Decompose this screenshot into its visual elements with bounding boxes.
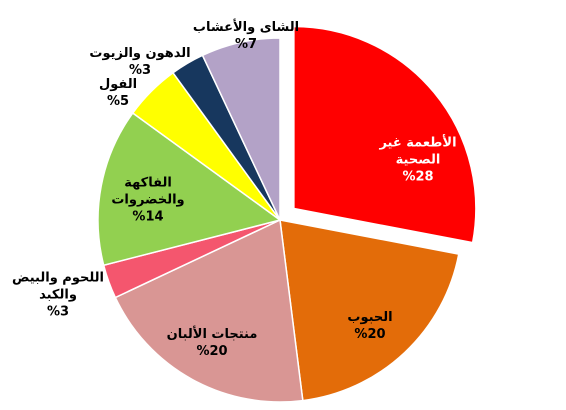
value-label: %28 bbox=[402, 169, 434, 185]
category-label: اللحوم والبيض والكبد bbox=[12, 270, 104, 303]
value-label: %3 bbox=[128, 63, 152, 78]
pie-slice bbox=[293, 25, 477, 244]
value-label: %14 bbox=[132, 209, 164, 225]
pie-slice bbox=[114, 218, 304, 403]
category-label: الحبوب bbox=[347, 310, 393, 325]
slice-label: الفول %5 bbox=[99, 76, 137, 110]
category-label: الفول bbox=[98, 77, 138, 92]
value-label: %7 bbox=[234, 37, 258, 52]
slice-label: منتجات الألبان %20 bbox=[167, 326, 258, 360]
category-label: الأطعمة غير الصحية bbox=[379, 135, 457, 168]
slice-label: اللحوم والبيض والكبد %3 bbox=[12, 270, 104, 321]
pie-slice bbox=[279, 219, 460, 402]
slice-label: الفاكهة والخضروات %14 bbox=[111, 175, 184, 226]
pie-slice bbox=[97, 111, 282, 267]
category-label: الفاكهة والخضروات bbox=[111, 175, 185, 208]
pie-slice bbox=[201, 37, 281, 221]
value-label: %20 bbox=[196, 344, 228, 359]
category-label: منتجات الألبان bbox=[166, 327, 258, 342]
slice-label: الأطعمة غير الصحية %28 bbox=[379, 135, 456, 186]
category-label: الشاى والأعشاب bbox=[192, 20, 300, 35]
value-label: %20 bbox=[354, 327, 386, 342]
slice-label: الحبوب %20 bbox=[347, 309, 392, 343]
category-label: الدهون والزيوت bbox=[89, 46, 191, 61]
value-label: %3 bbox=[46, 304, 70, 320]
slice-label: الشاى والأعشاب %7 bbox=[193, 19, 299, 53]
slice-label: الدهون والزيوت %3 bbox=[89, 45, 190, 79]
value-label: %5 bbox=[106, 94, 130, 109]
